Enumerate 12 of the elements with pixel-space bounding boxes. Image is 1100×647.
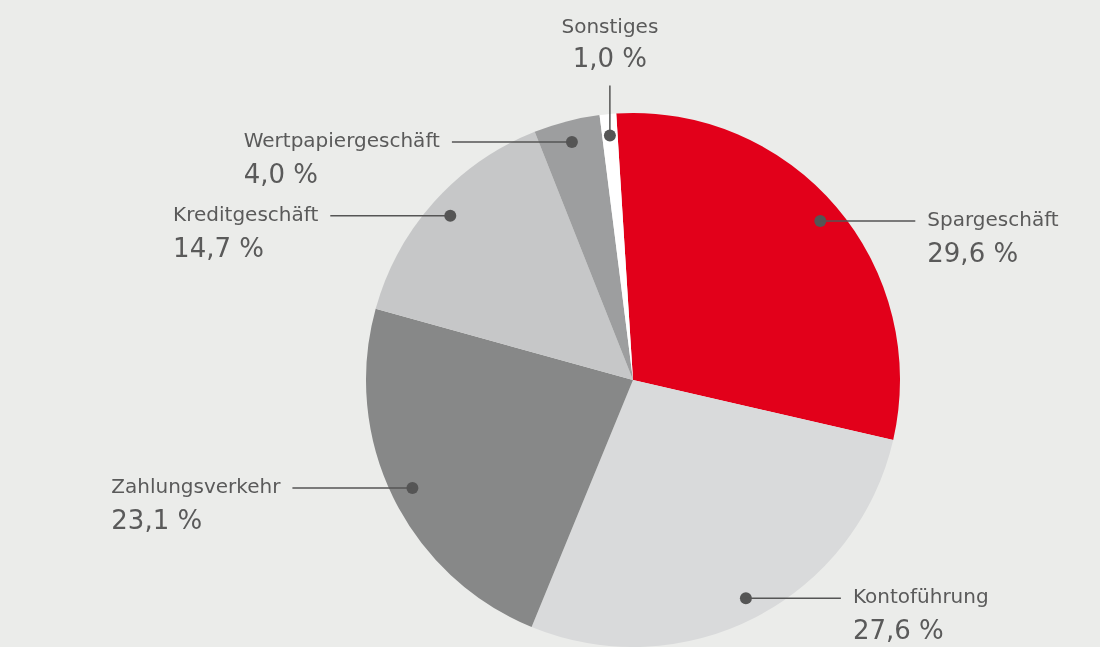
slice-label: Zahlungsverkehr	[111, 474, 282, 499]
slice-label: Kreditgeschäft	[173, 202, 319, 227]
slice-label: Sonstiges	[561, 13, 659, 38]
data-label: 23,1 %	[111, 504, 203, 535]
slice-label: Kontoführung	[852, 584, 989, 609]
data-label: 14,7 %	[173, 232, 264, 263]
data-label: 27,6 %	[852, 614, 944, 645]
data-label: 1,0 %	[572, 43, 648, 74]
data-label: 4,0 %	[243, 158, 319, 189]
slice-label: Spargeschäft	[927, 207, 1059, 232]
data-label: 29,6 %	[927, 237, 1019, 268]
slice-label: Wertpapiergeschäft	[243, 128, 441, 153]
